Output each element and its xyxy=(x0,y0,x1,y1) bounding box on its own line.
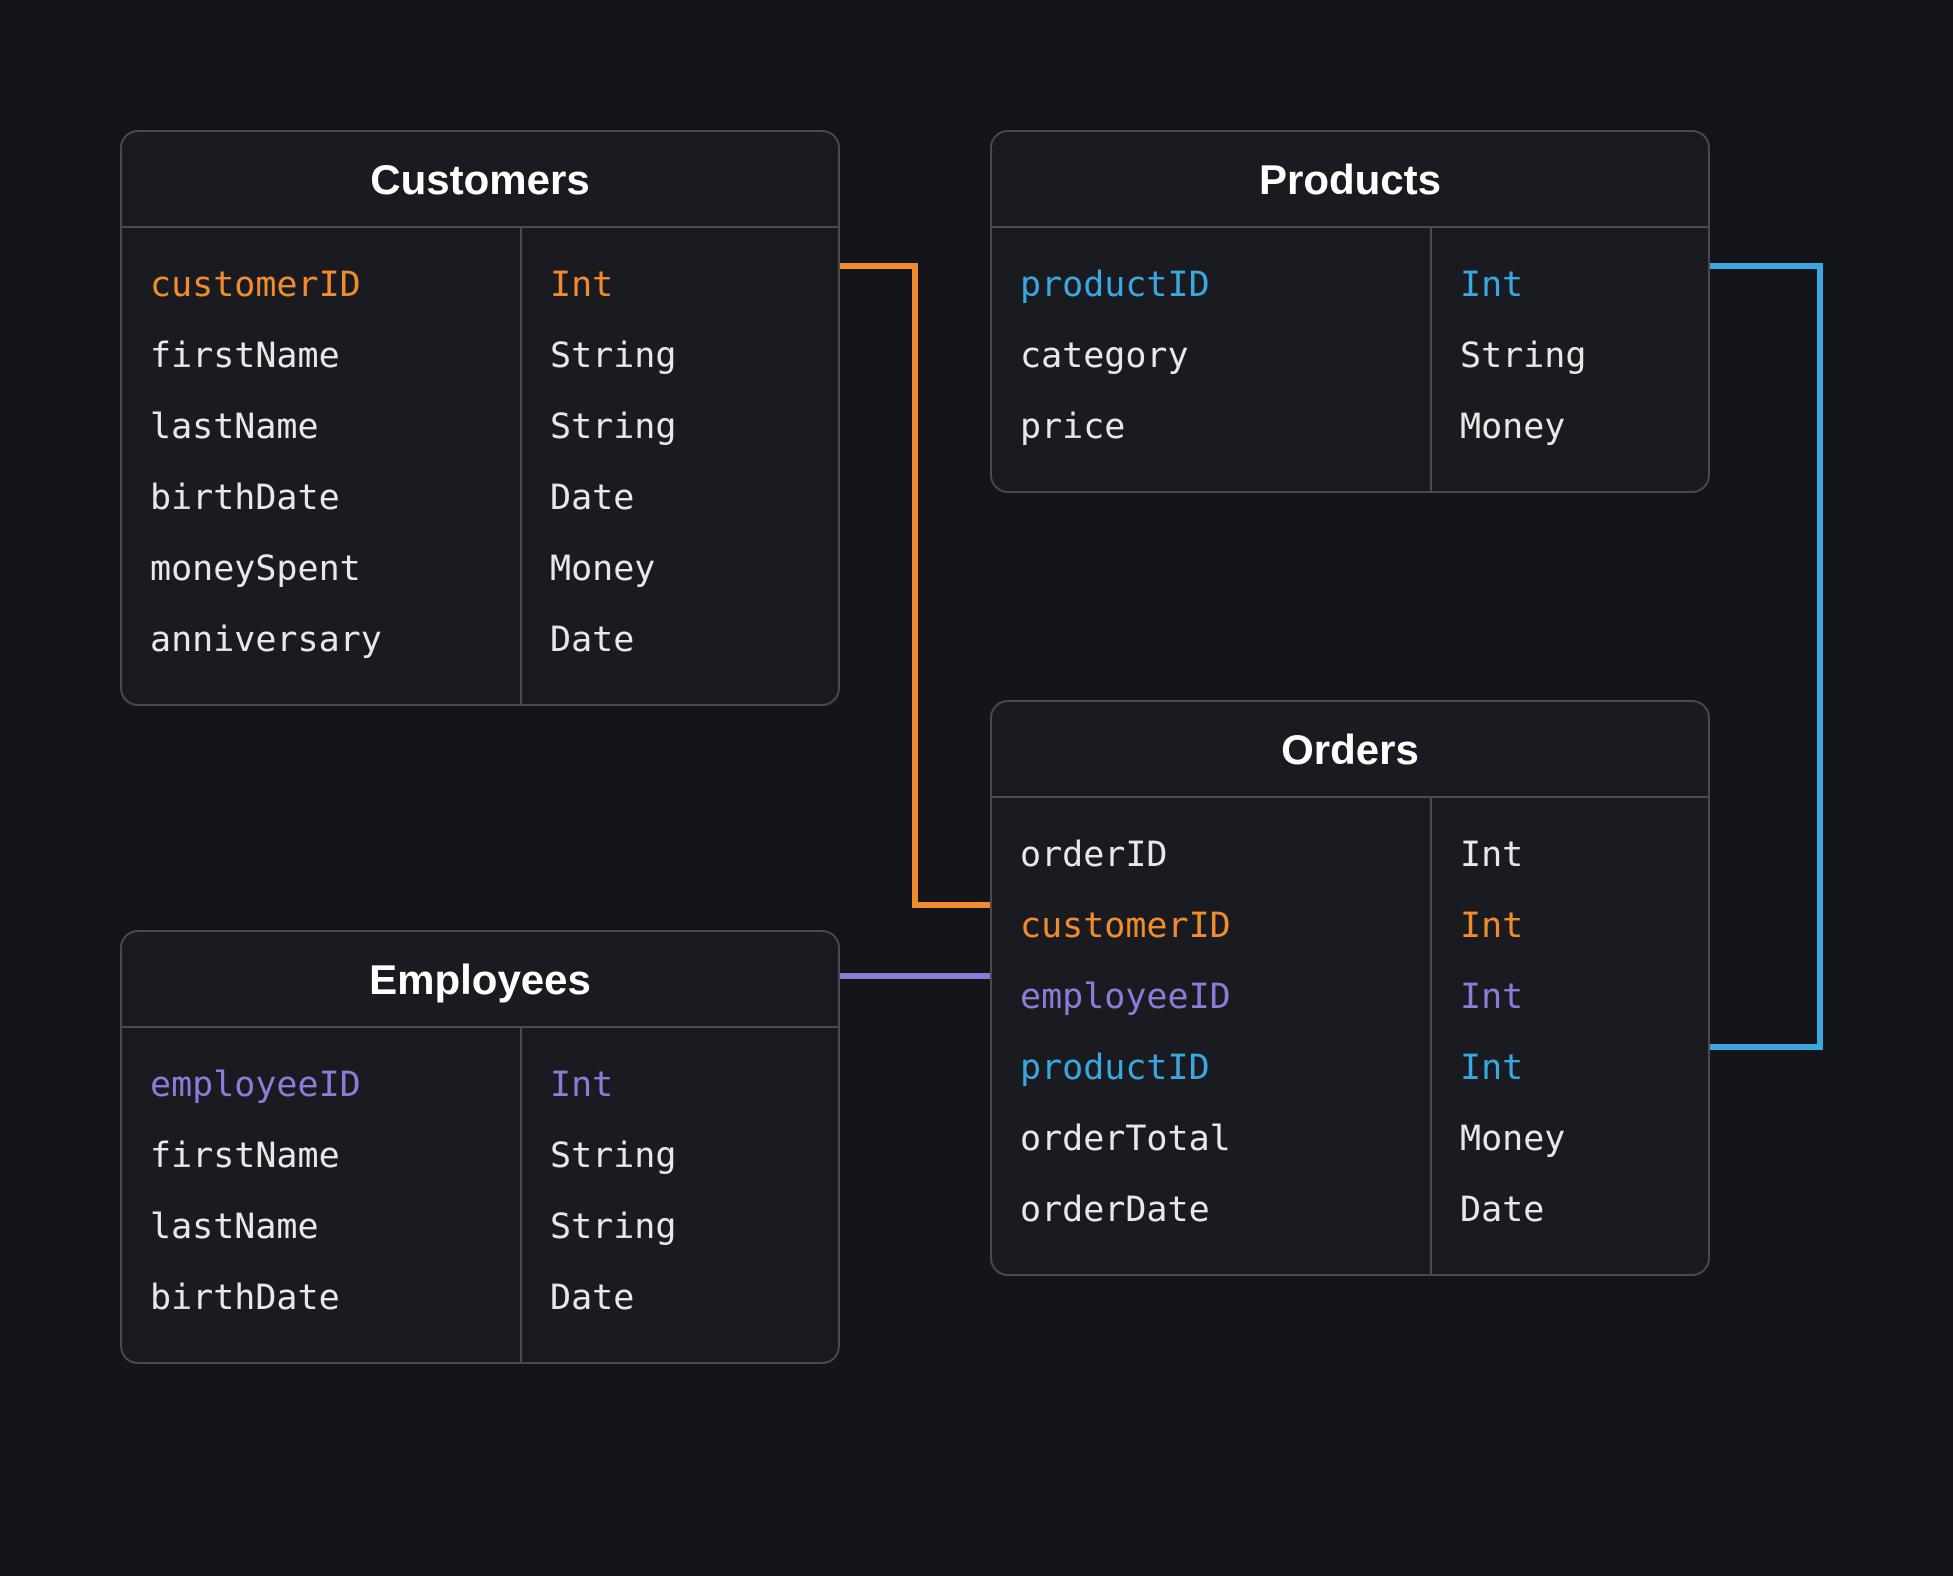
field-name: moneySpent xyxy=(150,534,492,605)
table-products: Products productIDcategoryprice IntStrin… xyxy=(990,130,1710,493)
field-name: orderDate xyxy=(1020,1175,1402,1246)
table-products-title: Products xyxy=(992,132,1708,228)
field-type: Int xyxy=(1460,891,1680,962)
field-type: Money xyxy=(1460,392,1680,463)
table-employees-field-types: IntStringStringDate xyxy=(522,1028,838,1362)
table-products-field-types: IntStringMoney xyxy=(1432,228,1708,491)
field-name: employeeID xyxy=(150,1050,492,1121)
table-customers-body: customerIDfirstNamelastNamebirthDatemone… xyxy=(122,228,838,704)
field-name: productID xyxy=(1020,250,1402,321)
field-name: birthDate xyxy=(150,463,492,534)
connector-customers-to-orders xyxy=(840,266,990,905)
field-name: customerID xyxy=(1020,891,1402,962)
table-employees-field-names: employeeIDfirstNamelastNamebirthDate xyxy=(122,1028,522,1362)
er-diagram-canvas: Customers customerIDfirstNamelastNamebir… xyxy=(0,0,1953,1576)
field-name: anniversary xyxy=(150,605,492,676)
table-orders-body: orderIDcustomerIDemployeeIDproductIDorde… xyxy=(992,798,1708,1274)
field-type: Money xyxy=(1460,1104,1680,1175)
table-orders: Orders orderIDcustomerIDemployeeIDproduc… xyxy=(990,700,1710,1276)
field-name: orderTotal xyxy=(1020,1104,1402,1175)
field-type: Date xyxy=(1460,1175,1680,1246)
field-name: birthDate xyxy=(150,1263,492,1334)
field-type: String xyxy=(1460,321,1680,392)
table-orders-title: Orders xyxy=(992,702,1708,798)
field-name: firstName xyxy=(150,1121,492,1192)
field-type: Date xyxy=(550,463,810,534)
field-type: Int xyxy=(1460,962,1680,1033)
table-customers: Customers customerIDfirstNamelastNamebir… xyxy=(120,130,840,706)
field-name: firstName xyxy=(150,321,492,392)
table-orders-field-types: IntIntIntIntMoneyDate xyxy=(1432,798,1708,1274)
field-type: Date xyxy=(550,605,810,676)
field-name: price xyxy=(1020,392,1402,463)
table-customers-title: Customers xyxy=(122,132,838,228)
field-name: lastName xyxy=(150,392,492,463)
table-employees: Employees employeeIDfirstNamelastNamebir… xyxy=(120,930,840,1364)
field-name: lastName xyxy=(150,1192,492,1263)
field-type: Date xyxy=(550,1263,810,1334)
field-type: String xyxy=(550,1192,810,1263)
field-name: productID xyxy=(1020,1033,1402,1104)
table-employees-title: Employees xyxy=(122,932,838,1028)
field-type: Int xyxy=(550,250,810,321)
field-type: Int xyxy=(1460,250,1680,321)
connector-products-to-orders xyxy=(1710,266,1820,1047)
field-type: String xyxy=(550,321,810,392)
table-products-body: productIDcategoryprice IntStringMoney xyxy=(992,228,1708,491)
table-customers-field-names: customerIDfirstNamelastNamebirthDatemone… xyxy=(122,228,522,704)
field-type: String xyxy=(550,1121,810,1192)
table-orders-field-names: orderIDcustomerIDemployeeIDproductIDorde… xyxy=(992,798,1432,1274)
field-type: Money xyxy=(550,534,810,605)
table-products-field-names: productIDcategoryprice xyxy=(992,228,1432,491)
field-name: orderID xyxy=(1020,820,1402,891)
table-employees-body: employeeIDfirstNamelastNamebirthDate Int… xyxy=(122,1028,838,1362)
field-type: String xyxy=(550,392,810,463)
field-type: Int xyxy=(1460,820,1680,891)
field-type: Int xyxy=(550,1050,810,1121)
field-name: customerID xyxy=(150,250,492,321)
field-type: Int xyxy=(1460,1033,1680,1104)
field-name: category xyxy=(1020,321,1402,392)
field-name: employeeID xyxy=(1020,962,1402,1033)
table-customers-field-types: IntStringStringDateMoneyDate xyxy=(522,228,838,704)
